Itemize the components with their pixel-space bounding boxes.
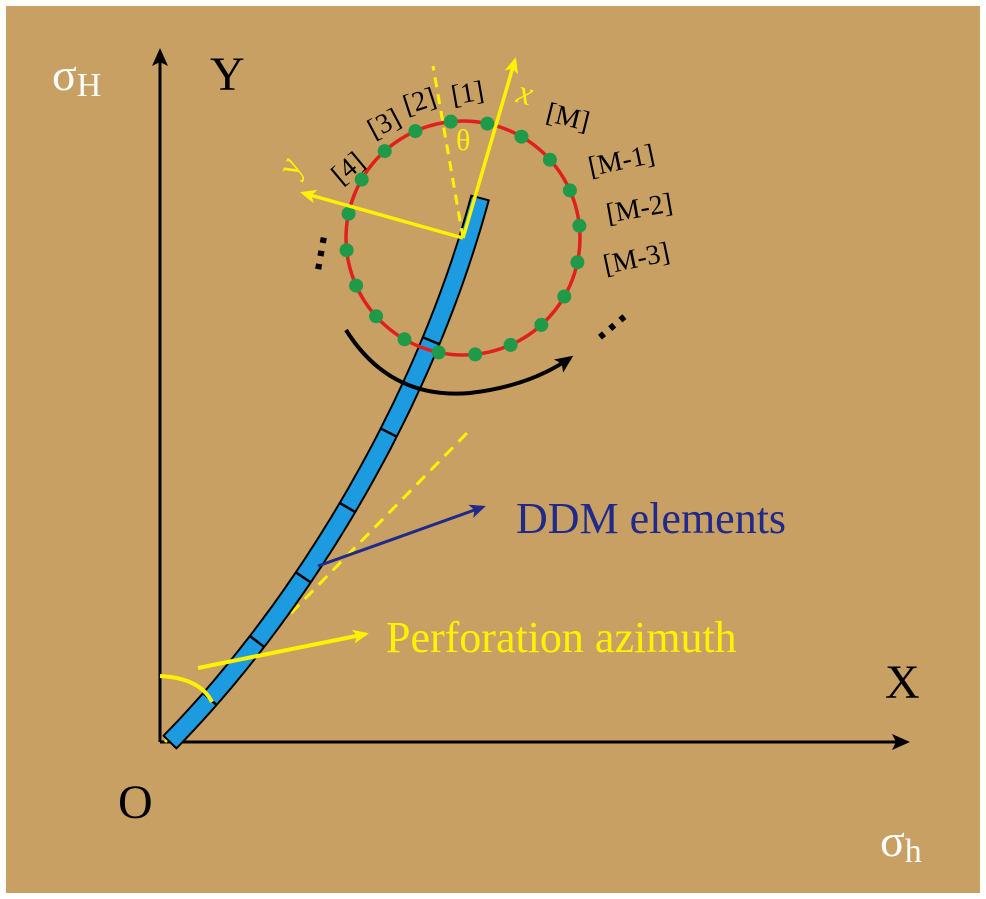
coordinate-axes	[152, 48, 910, 750]
circle-node	[557, 289, 572, 304]
circle-nodes	[339, 114, 587, 362]
circle-node	[503, 337, 518, 352]
ddm-element-separator	[295, 571, 312, 584]
local-axes	[300, 57, 519, 240]
ddm-element-separator	[249, 634, 265, 648]
circle-node	[341, 206, 356, 221]
circle-node	[514, 129, 529, 144]
perforation-dashed-line	[163, 430, 470, 744]
sigma-h-symbol: σ	[880, 815, 905, 866]
circle-node	[349, 278, 364, 293]
y-axis-label: Y	[210, 48, 245, 101]
node-label-1: [1]	[449, 75, 487, 111]
ddm-element-separator	[339, 501, 356, 514]
background-panel	[6, 6, 980, 893]
sigma-H-symbol: σ	[52, 49, 77, 100]
sigma-h-subscript: h	[905, 833, 922, 870]
stress-circle	[344, 119, 582, 357]
circle-node	[397, 332, 412, 347]
circle-node	[480, 116, 495, 131]
circle-node	[542, 152, 557, 167]
ddm-pointer-arrow	[317, 504, 486, 568]
azimuth-angle-arc	[159, 674, 214, 703]
circle-node	[572, 218, 587, 233]
circle-node	[431, 345, 446, 360]
origin-label: O	[118, 776, 153, 829]
left-ellipsis: ⋯	[294, 230, 345, 277]
circle-node	[369, 309, 384, 324]
rotation-arrow	[344, 328, 574, 396]
circle-node	[408, 124, 423, 139]
theta-reference-line	[431, 65, 465, 239]
fracture-body	[162, 194, 490, 750]
theta-label: θ	[456, 124, 470, 157]
sigma-h-label: σh	[880, 815, 922, 870]
circle-node	[534, 317, 549, 332]
circle-node	[354, 172, 369, 187]
circle-node	[377, 144, 392, 159]
local-y-axis	[300, 189, 464, 240]
ddm-element-separator	[380, 427, 398, 438]
ddm-elements-label: DDM elements	[516, 494, 786, 543]
x-axis-label: X	[885, 656, 920, 709]
circle-node	[443, 114, 458, 129]
local-x-axis	[461, 57, 519, 239]
sigma-H-subscript: H	[77, 67, 102, 104]
circle-node	[562, 183, 577, 198]
circle-node	[339, 243, 354, 258]
circle-node	[570, 255, 585, 270]
perforation-azimuth-label: Perforation azimuth	[386, 613, 737, 662]
ddm-element-separator	[422, 336, 440, 346]
perforation-pointer-arrow	[197, 629, 369, 670]
sigma-H-label: σH	[52, 49, 101, 104]
circle-node	[468, 347, 483, 362]
